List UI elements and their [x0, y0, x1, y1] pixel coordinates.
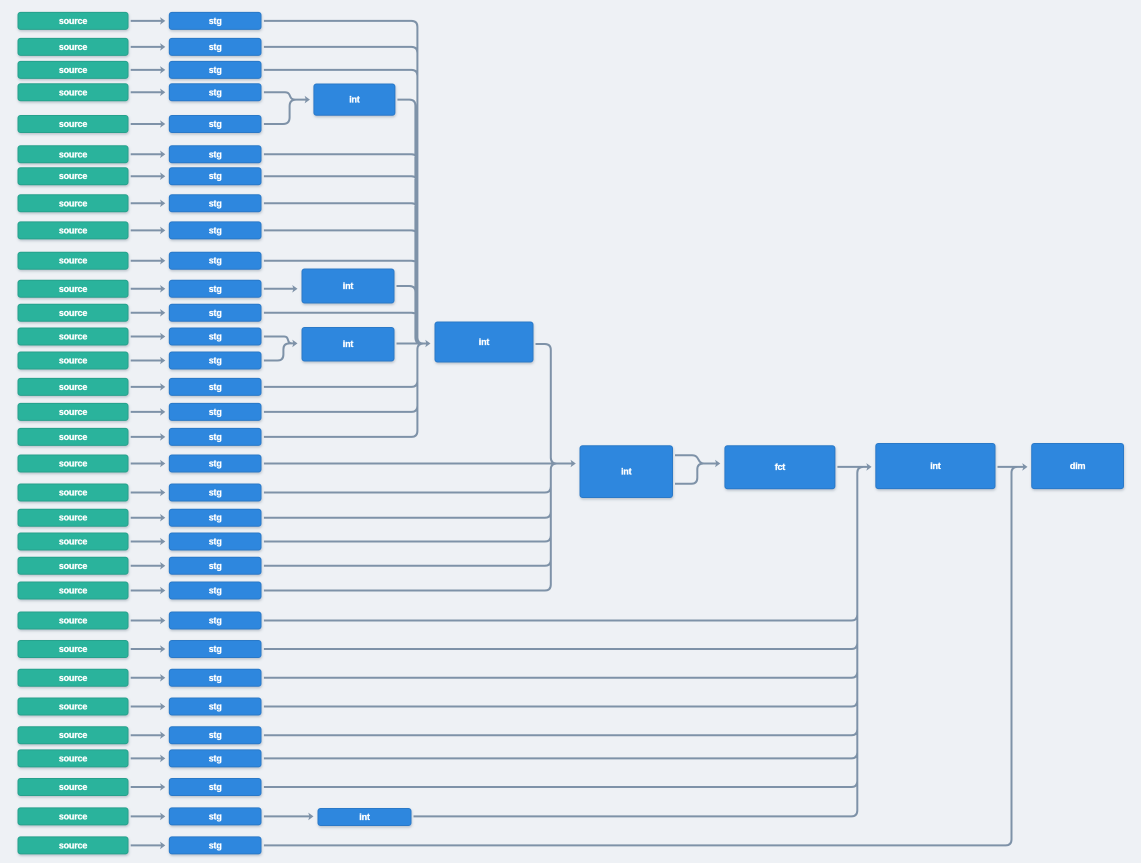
- svg-text:source: source: [59, 284, 88, 294]
- svg-text:source: source: [59, 382, 88, 392]
- svg-text:source: source: [59, 459, 88, 469]
- svg-text:source: source: [59, 149, 88, 159]
- svg-text:stg: stg: [209, 16, 222, 26]
- svg-text:source: source: [59, 308, 88, 318]
- svg-text:source: source: [59, 171, 88, 181]
- svg-text:source: source: [59, 644, 88, 654]
- svg-text:stg: stg: [209, 42, 222, 52]
- svg-text:source: source: [59, 65, 88, 75]
- svg-text:source: source: [59, 586, 88, 596]
- svg-text:source: source: [59, 730, 88, 740]
- svg-text:source: source: [59, 561, 88, 571]
- svg-text:source: source: [59, 702, 88, 712]
- svg-text:stg: stg: [209, 537, 222, 547]
- svg-text:source: source: [59, 225, 88, 235]
- svg-text:stg: stg: [209, 119, 222, 129]
- svg-text:stg: stg: [209, 407, 222, 417]
- svg-text:int: int: [343, 281, 354, 291]
- svg-text:source: source: [59, 42, 88, 52]
- svg-text:stg: stg: [209, 149, 222, 159]
- svg-text:stg: stg: [209, 673, 222, 683]
- svg-text:int: int: [479, 337, 490, 347]
- svg-text:source: source: [59, 332, 88, 342]
- svg-text:int: int: [621, 467, 632, 477]
- svg-text:stg: stg: [209, 513, 222, 523]
- svg-text:source: source: [59, 16, 88, 26]
- svg-text:int: int: [349, 95, 360, 105]
- svg-text:stg: stg: [209, 65, 222, 75]
- svg-text:source: source: [59, 87, 88, 97]
- svg-text:stg: stg: [209, 782, 222, 792]
- svg-text:source: source: [59, 198, 88, 208]
- svg-text:stg: stg: [209, 171, 222, 181]
- svg-text:source: source: [59, 782, 88, 792]
- svg-text:stg: stg: [209, 561, 222, 571]
- svg-text:dim: dim: [1070, 461, 1086, 471]
- svg-text:source: source: [59, 432, 88, 442]
- svg-text:stg: stg: [209, 225, 222, 235]
- svg-text:stg: stg: [209, 284, 222, 294]
- svg-text:stg: stg: [209, 459, 222, 469]
- svg-text:int: int: [359, 812, 370, 822]
- svg-text:stg: stg: [209, 753, 222, 763]
- svg-text:stg: stg: [209, 616, 222, 626]
- svg-text:stg: stg: [209, 332, 222, 342]
- svg-text:stg: stg: [209, 488, 222, 498]
- svg-text:stg: stg: [209, 811, 222, 821]
- svg-text:source: source: [59, 119, 88, 129]
- svg-text:stg: stg: [209, 586, 222, 596]
- svg-text:stg: stg: [209, 356, 222, 366]
- svg-text:source: source: [59, 356, 88, 366]
- svg-text:source: source: [59, 840, 88, 850]
- svg-text:source: source: [59, 616, 88, 626]
- svg-text:stg: stg: [209, 382, 222, 392]
- svg-text:stg: stg: [209, 256, 222, 266]
- svg-text:stg: stg: [209, 432, 222, 442]
- svg-text:stg: stg: [209, 702, 222, 712]
- svg-text:stg: stg: [209, 840, 222, 850]
- svg-text:source: source: [59, 753, 88, 763]
- svg-text:source: source: [59, 488, 88, 498]
- svg-text:source: source: [59, 537, 88, 547]
- svg-text:source: source: [59, 256, 88, 266]
- svg-text:source: source: [59, 811, 88, 821]
- svg-text:stg: stg: [209, 198, 222, 208]
- svg-text:source: source: [59, 513, 88, 523]
- svg-text:stg: stg: [209, 308, 222, 318]
- svg-text:stg: stg: [209, 87, 222, 97]
- svg-text:fct: fct: [775, 462, 786, 472]
- svg-text:stg: stg: [209, 644, 222, 654]
- svg-text:source: source: [59, 407, 88, 417]
- svg-text:source: source: [59, 673, 88, 683]
- svg-text:stg: stg: [209, 730, 222, 740]
- svg-text:int: int: [930, 461, 941, 471]
- svg-text:int: int: [343, 339, 354, 349]
